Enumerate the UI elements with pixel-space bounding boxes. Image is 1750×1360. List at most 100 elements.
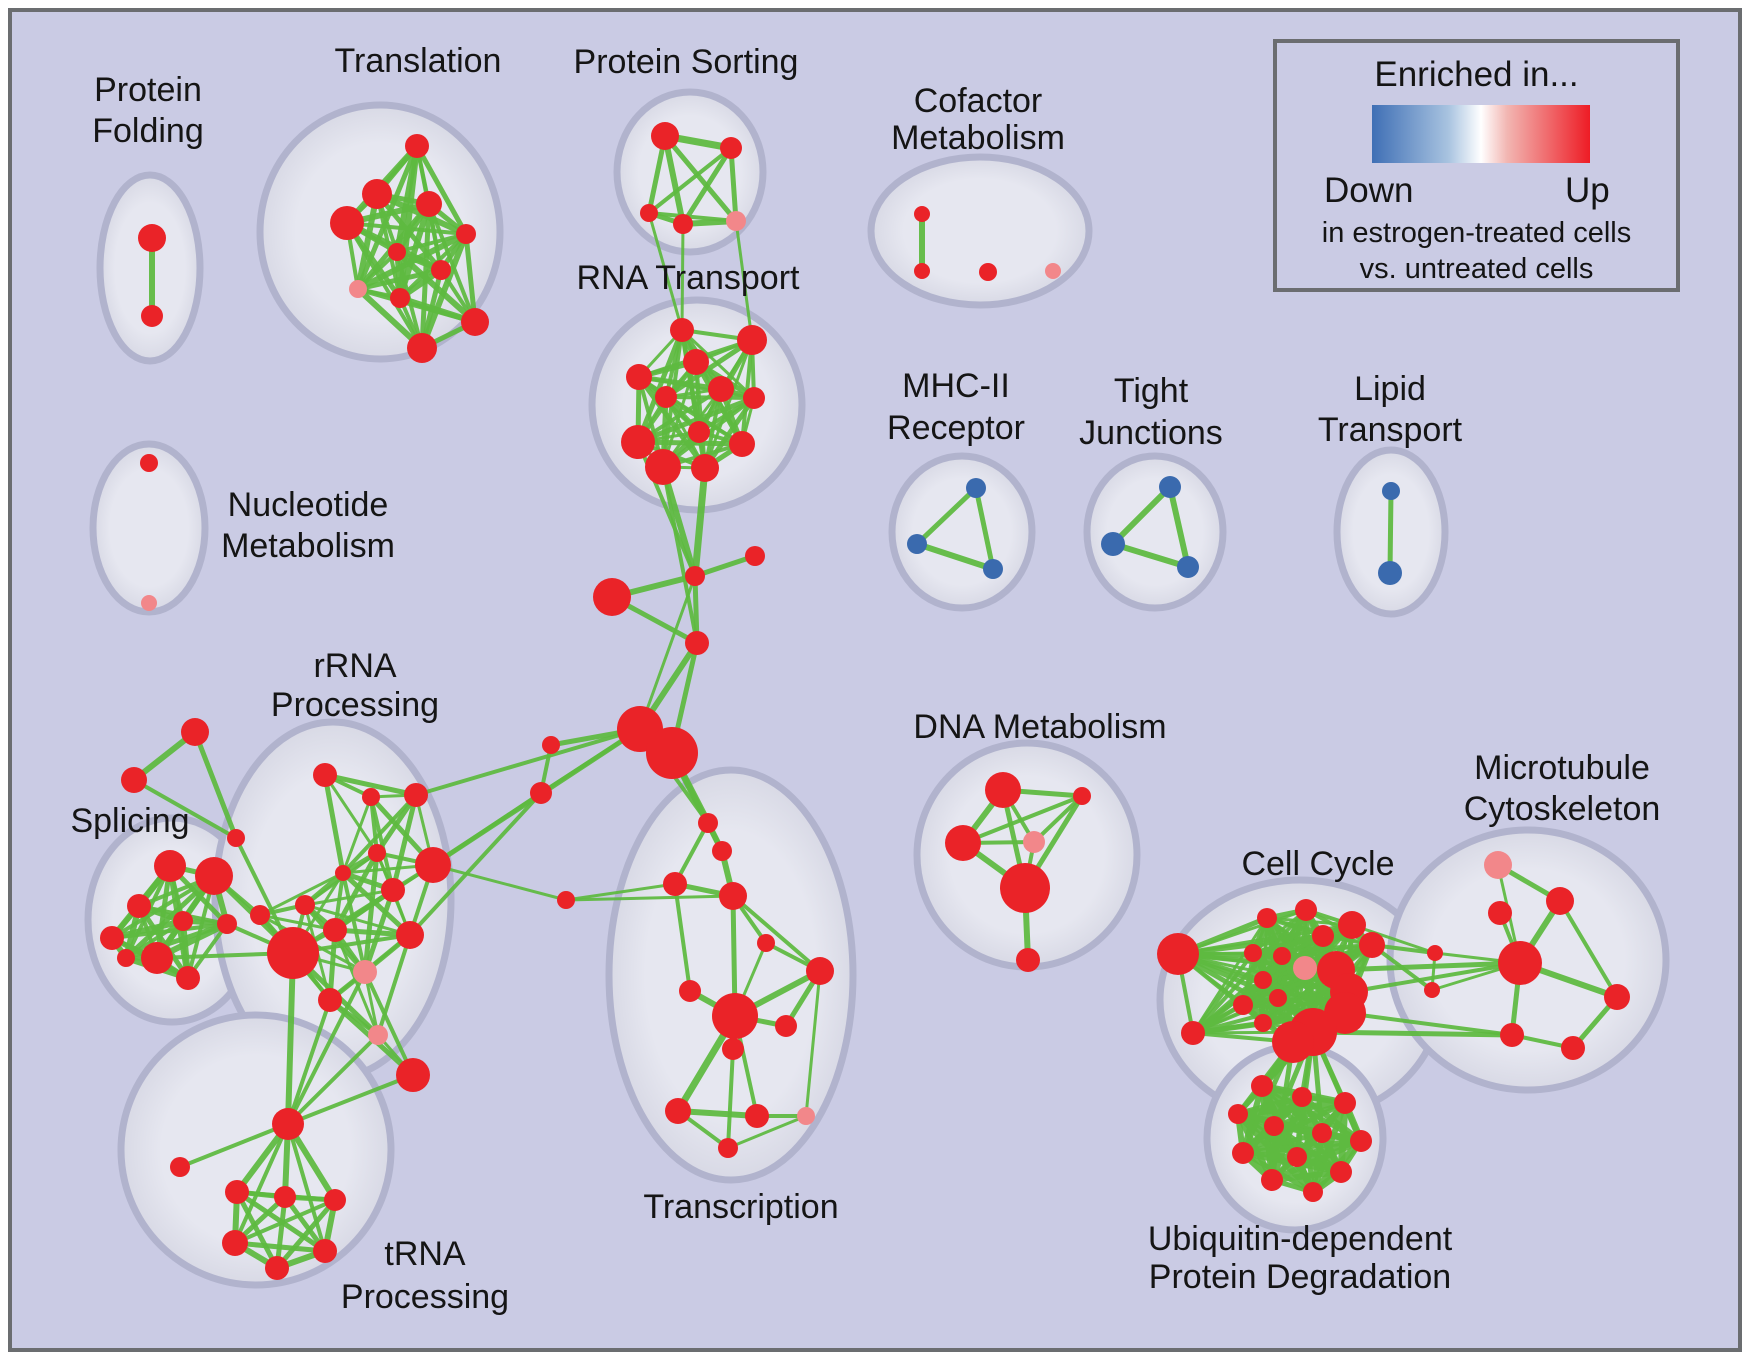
graph-node[interactable] xyxy=(324,1189,346,1211)
graph-node[interactable] xyxy=(456,224,476,244)
graph-node[interactable] xyxy=(390,288,410,308)
graph-node[interactable] xyxy=(100,926,124,950)
graph-node[interactable] xyxy=(1272,1021,1314,1063)
graph-node[interactable] xyxy=(353,960,377,984)
graph-node[interactable] xyxy=(362,179,392,209)
graph-node[interactable] xyxy=(1157,933,1199,975)
graph-node[interactable] xyxy=(1488,901,1512,925)
graph-node[interactable] xyxy=(1303,1182,1323,1202)
graph-node[interactable] xyxy=(274,1186,296,1208)
graph-node[interactable] xyxy=(1561,1036,1585,1060)
graph-node[interactable] xyxy=(295,895,315,915)
graph-node[interactable] xyxy=(1312,925,1334,947)
graph-node[interactable] xyxy=(405,134,429,158)
graph-node[interactable] xyxy=(1233,995,1253,1015)
graph-node[interactable] xyxy=(141,595,157,611)
graph-node[interactable] xyxy=(388,243,406,261)
graph-node[interactable] xyxy=(712,993,758,1039)
graph-node[interactable] xyxy=(1177,556,1199,578)
graph-node[interactable] xyxy=(141,305,163,327)
graph-node[interactable] xyxy=(1073,787,1091,805)
graph-node[interactable] xyxy=(945,825,981,861)
graph-node[interactable] xyxy=(1424,982,1440,998)
graph-node[interactable] xyxy=(1254,1014,1272,1032)
graph-node[interactable] xyxy=(737,325,767,355)
graph-node[interactable] xyxy=(1101,532,1125,556)
graph-node[interactable] xyxy=(688,421,710,443)
graph-node[interactable] xyxy=(757,934,775,952)
graph-node[interactable] xyxy=(1293,956,1317,980)
graph-node[interactable] xyxy=(745,546,765,566)
graph-node[interactable] xyxy=(722,1038,744,1060)
graph-node[interactable] xyxy=(679,980,701,1002)
graph-node[interactable] xyxy=(665,1098,691,1124)
graph-node[interactable] xyxy=(1427,945,1443,961)
graph-node[interactable] xyxy=(698,813,718,833)
graph-node[interactable] xyxy=(349,280,367,298)
graph-node[interactable] xyxy=(1546,887,1574,915)
graph-node[interactable] xyxy=(1257,908,1277,928)
graph-node[interactable] xyxy=(718,1138,738,1158)
graph-node[interactable] xyxy=(685,566,705,586)
graph-node[interactable] xyxy=(138,224,166,252)
graph-node[interactable] xyxy=(1292,1087,1312,1107)
graph-node[interactable] xyxy=(396,921,424,949)
graph-node[interactable] xyxy=(1350,1130,1372,1152)
graph-node[interactable] xyxy=(1159,476,1181,498)
graph-node[interactable] xyxy=(1359,932,1385,958)
graph-node[interactable] xyxy=(670,318,694,342)
graph-node[interactable] xyxy=(712,841,732,861)
graph-node[interactable] xyxy=(1312,1123,1332,1143)
graph-node[interactable] xyxy=(1264,1116,1284,1136)
graph-node[interactable] xyxy=(745,1104,769,1128)
graph-node[interactable] xyxy=(726,211,746,231)
graph-node[interactable] xyxy=(1334,1092,1356,1114)
graph-node[interactable] xyxy=(1604,984,1630,1010)
graph-node[interactable] xyxy=(1254,971,1272,989)
graph-node[interactable] xyxy=(640,204,658,222)
graph-node[interactable] xyxy=(651,122,679,150)
graph-node[interactable] xyxy=(1382,482,1400,500)
graph-node[interactable] xyxy=(416,191,442,217)
graph-node[interactable] xyxy=(743,387,765,409)
graph-node[interactable] xyxy=(181,718,209,746)
graph-node[interactable] xyxy=(966,478,986,498)
graph-node[interactable] xyxy=(979,263,997,281)
graph-node[interactable] xyxy=(1045,263,1061,279)
graph-node[interactable] xyxy=(673,214,693,234)
graph-node[interactable] xyxy=(1378,561,1402,585)
graph-node[interactable] xyxy=(1000,863,1050,913)
graph-node[interactable] xyxy=(914,206,930,222)
graph-node[interactable] xyxy=(250,905,270,925)
graph-node[interactable] xyxy=(729,431,755,457)
graph-node[interactable] xyxy=(265,1256,289,1280)
graph-node[interactable] xyxy=(404,783,428,807)
graph-node[interactable] xyxy=(222,1230,248,1256)
graph-node[interactable] xyxy=(1273,947,1291,965)
graph-node[interactable] xyxy=(368,844,386,862)
graph-node[interactable] xyxy=(907,534,927,554)
graph-node[interactable] xyxy=(557,891,575,909)
graph-node[interactable] xyxy=(127,894,151,918)
graph-node[interactable] xyxy=(806,957,834,985)
graph-node[interactable] xyxy=(685,631,709,655)
graph-node[interactable] xyxy=(1484,851,1512,879)
graph-node[interactable] xyxy=(461,308,489,336)
graph-node[interactable] xyxy=(720,137,742,159)
graph-node[interactable] xyxy=(1181,1021,1205,1045)
graph-node[interactable] xyxy=(381,878,405,902)
graph-node[interactable] xyxy=(691,454,719,482)
graph-node[interactable] xyxy=(415,847,451,883)
graph-node[interactable] xyxy=(121,767,147,793)
graph-node[interactable] xyxy=(1498,941,1542,985)
graph-node[interactable] xyxy=(1261,1169,1283,1191)
graph-node[interactable] xyxy=(593,578,631,616)
graph-node[interactable] xyxy=(530,782,552,804)
graph-node[interactable] xyxy=(225,1180,249,1204)
graph-node[interactable] xyxy=(173,911,193,931)
graph-node[interactable] xyxy=(683,349,709,375)
graph-node[interactable] xyxy=(117,949,135,967)
graph-node[interactable] xyxy=(1287,1147,1307,1167)
graph-node[interactable] xyxy=(335,865,351,881)
graph-node[interactable] xyxy=(267,927,319,979)
